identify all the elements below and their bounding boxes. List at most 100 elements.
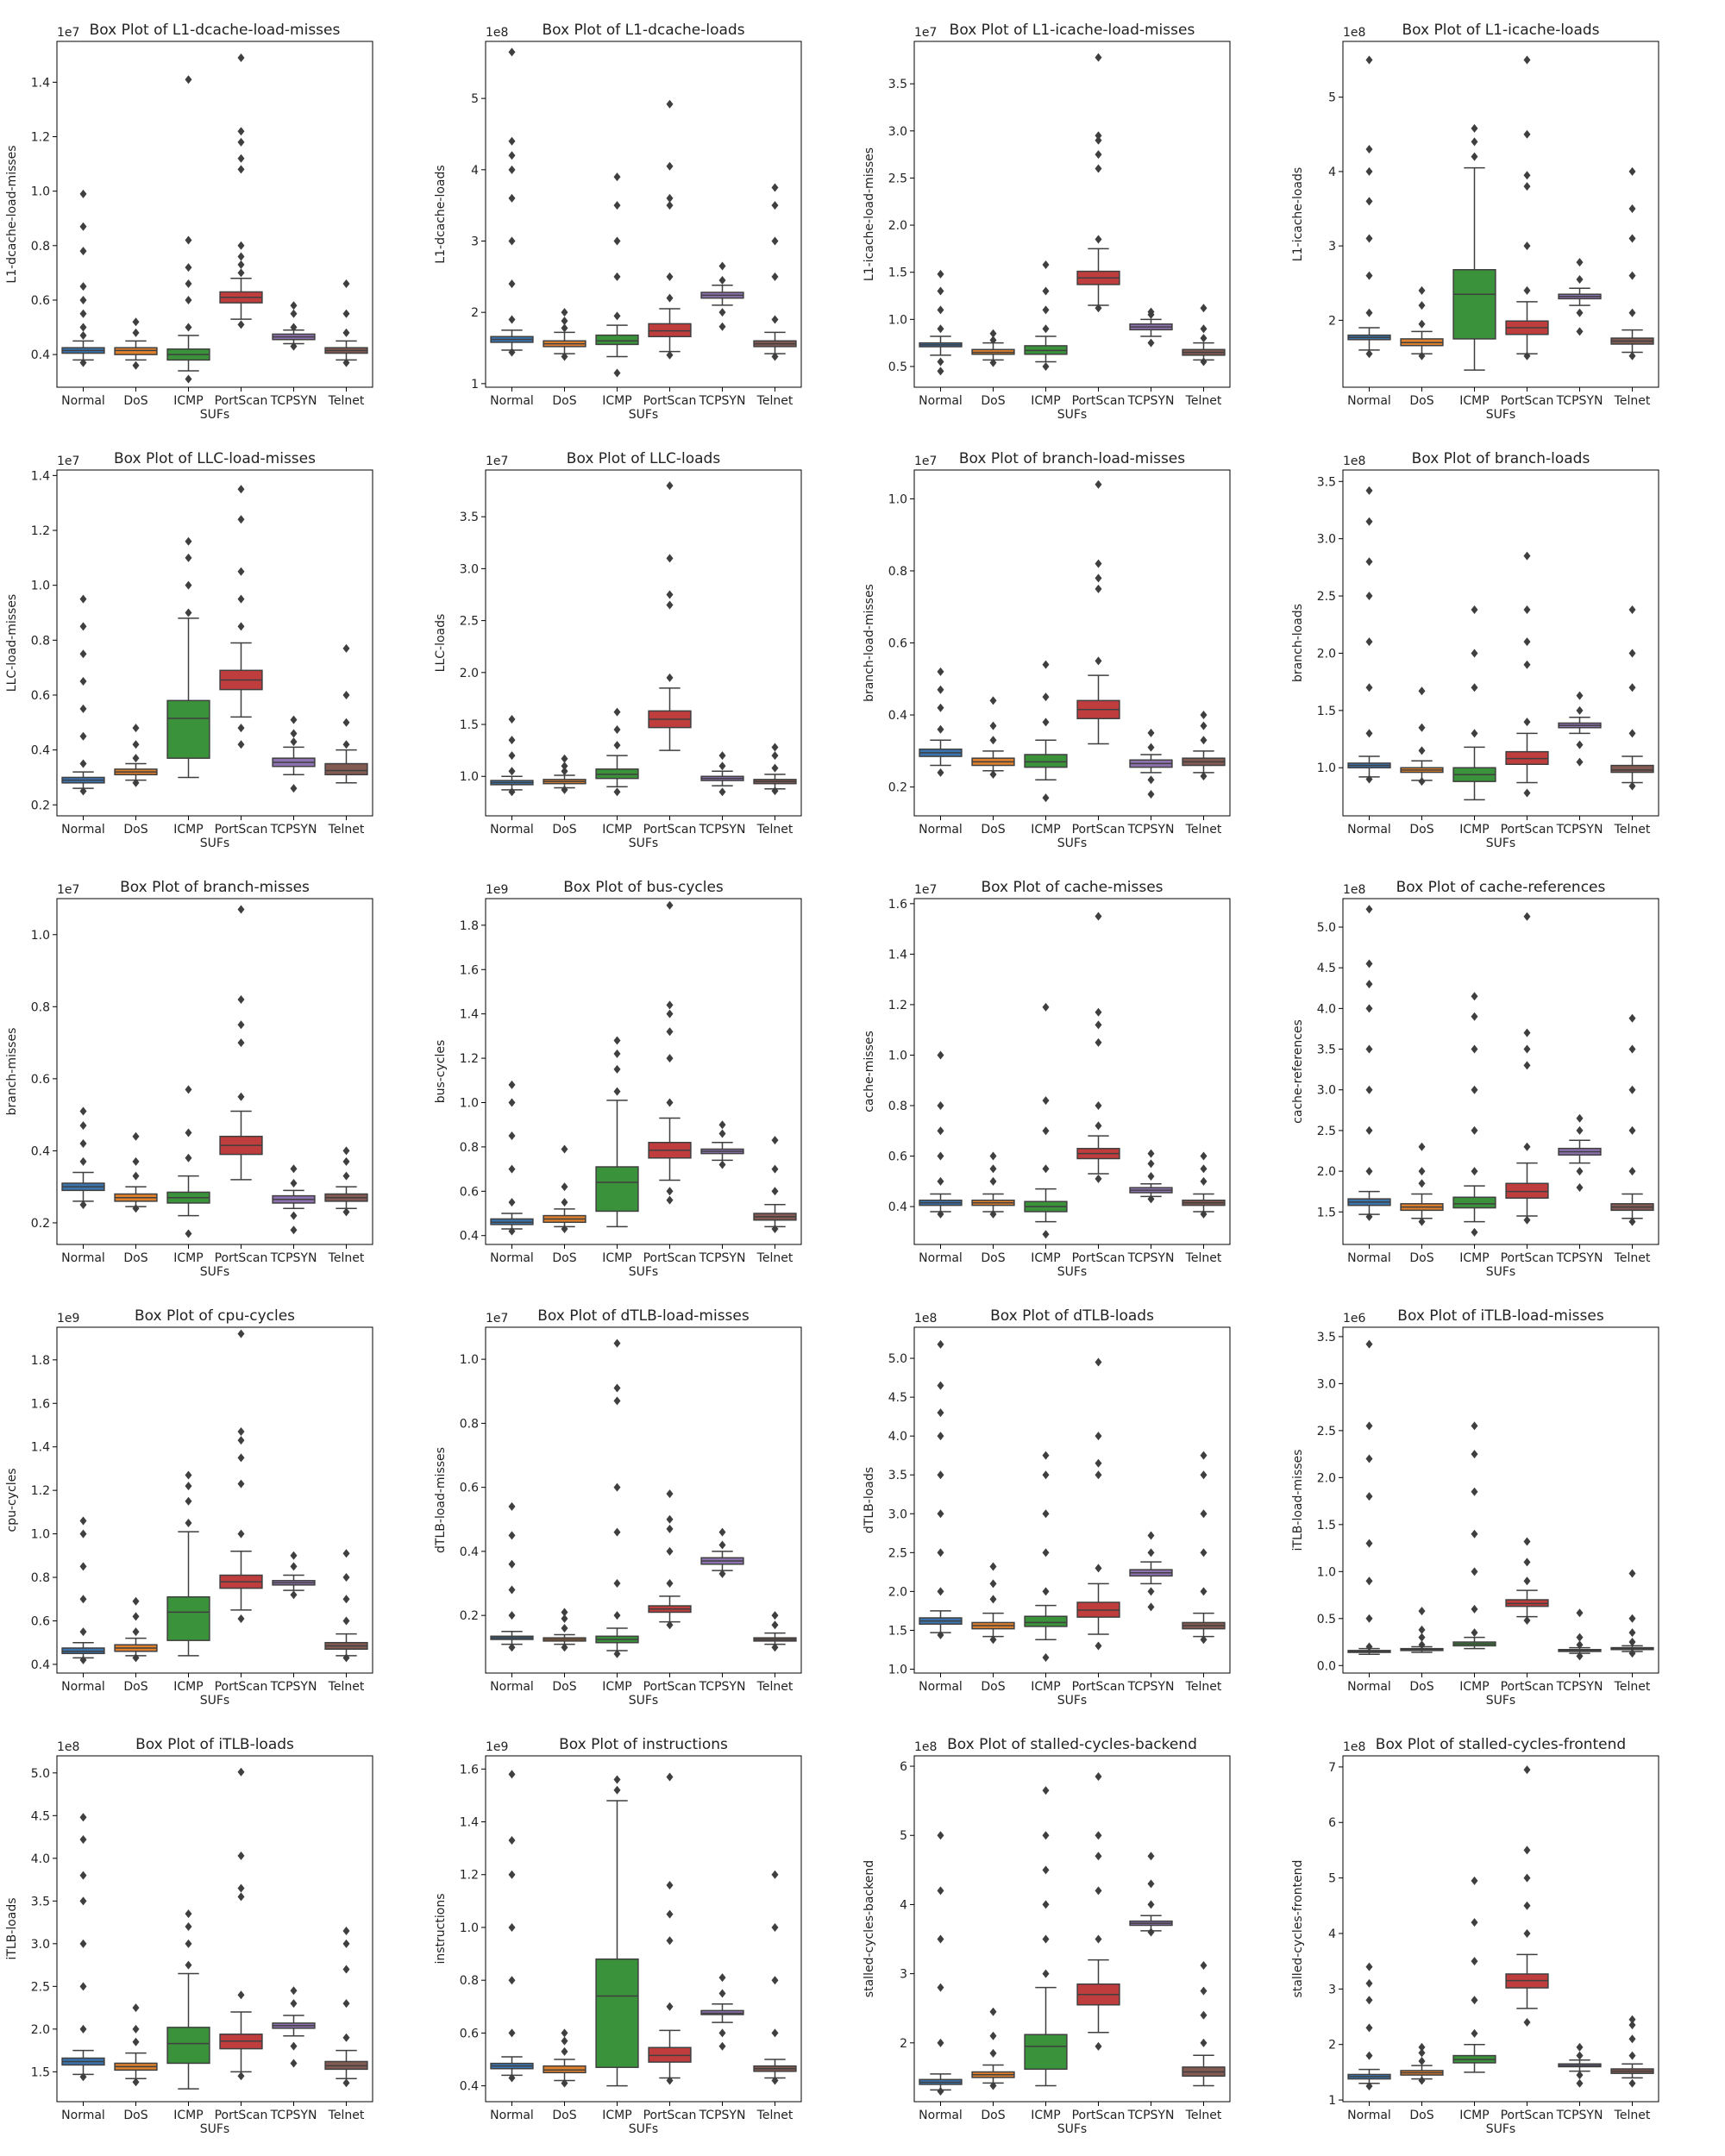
- outlier-point: [771, 1187, 779, 1196]
- outlier-point: [561, 308, 568, 317]
- box-telnet: [753, 1870, 797, 2085]
- y-tick-label: 6: [1328, 1816, 1336, 1830]
- outlier-point: [79, 1516, 87, 1526]
- outlier-point: [508, 47, 516, 57]
- x-axis-label: SUFs: [1057, 2122, 1087, 2136]
- x-tick-label: TCPSYN: [270, 394, 317, 408]
- outlier-point: [1095, 1934, 1102, 1944]
- box-telnet: [324, 643, 368, 784]
- outlier-point: [1042, 718, 1050, 727]
- outlier-point: [1471, 1996, 1478, 2005]
- x-tick-label: DoS: [552, 2109, 576, 2122]
- x-tick-label: TCPSYN: [699, 823, 746, 837]
- outlier-point: [1471, 1957, 1478, 1966]
- axis-exponent: 1e8: [914, 1740, 937, 1754]
- outlier-point: [666, 600, 674, 610]
- outlier-point: [1628, 781, 1636, 791]
- y-tick-label: 1.0: [1317, 761, 1336, 775]
- axis-exponent: 1e8: [57, 1740, 79, 1754]
- outlier-point: [342, 2078, 350, 2088]
- x-tick-label: DoS: [1409, 394, 1433, 408]
- outlier-point: [1042, 1096, 1050, 1106]
- outlier-point: [1418, 2076, 1426, 2085]
- box-telnet: [1182, 1151, 1226, 1219]
- y-tick-label: 0.4: [31, 1144, 50, 1158]
- y-tick-label: 1.4: [460, 1816, 479, 1830]
- y-tick-label: 1.0: [460, 1921, 479, 1935]
- y-tick-label: 0.2: [460, 1609, 479, 1623]
- outlier-point: [613, 1579, 621, 1589]
- subplot-title: Box Plot of stalled-cycles-backend: [947, 1736, 1197, 1753]
- outlier-point: [132, 2003, 140, 2013]
- box-normal: [919, 269, 963, 376]
- y-tick-label: 0.8: [460, 1974, 479, 1988]
- x-axis-label: SUFs: [200, 1265, 229, 1279]
- outlier-point: [613, 1396, 621, 1406]
- outlier-point: [1471, 1567, 1478, 1576]
- outlier-point: [1200, 1961, 1208, 1971]
- outlier-point: [132, 1156, 140, 1166]
- subplot: Box Plot of cache-misses 1e7 0.4 0.6 0.8 1.0 1…: [862, 879, 1231, 1279]
- outlier-point: [666, 1000, 674, 1010]
- outlier-point: [613, 1785, 621, 1795]
- outlier-point: [771, 1225, 779, 1234]
- outlier-point: [132, 754, 140, 763]
- y-tick-label: 2.0: [31, 2023, 50, 2037]
- outlier-point: [508, 2028, 516, 2038]
- y-tick-label: 0.6: [460, 2027, 479, 2040]
- y-tick-label: 1.5: [1317, 1519, 1336, 1532]
- axes-frame: [1342, 1755, 1659, 2103]
- outlier-point: [508, 1585, 516, 1595]
- outlier-point: [237, 252, 245, 261]
- outlier-point: [1365, 1642, 1373, 1651]
- outlier-point: [1471, 1628, 1478, 1638]
- outlier-point: [79, 677, 87, 686]
- outlier-point: [561, 1198, 568, 1207]
- x-tick-label: DoS: [123, 823, 147, 837]
- outlier-point: [1523, 1873, 1531, 1883]
- y-tick-label: 0.5: [1317, 1613, 1336, 1626]
- outlier-point: [508, 1976, 516, 1985]
- outlier-point: [1471, 649, 1478, 658]
- x-tick-label: Telnet: [1614, 823, 1651, 837]
- outlier-point: [1095, 1886, 1102, 1896]
- box-portscan: [1076, 479, 1120, 745]
- outlier-point: [718, 1989, 726, 1998]
- box-telnet: [1182, 711, 1226, 781]
- outlier-point: [718, 1527, 726, 1537]
- outlier-point: [1365, 2023, 1373, 2033]
- x-tick-label: Normal: [919, 2109, 963, 2122]
- outlier-point: [1147, 728, 1155, 737]
- outlier-point: [1523, 912, 1531, 921]
- axis-exponent: 1e8: [914, 1312, 937, 1326]
- x-tick-label: TCPSYN: [699, 1251, 746, 1265]
- axes-frame: [1342, 1326, 1659, 1674]
- outlier-point: [937, 1101, 944, 1111]
- x-axis-label: SUFs: [629, 408, 658, 422]
- outlier-point: [666, 1909, 674, 1919]
- outlier-point: [237, 1883, 245, 1893]
- axes-frame: [485, 898, 802, 1245]
- axes-frame: [913, 898, 1231, 1245]
- y-tick-label: 0.4: [31, 744, 50, 758]
- box-portscan: [648, 99, 692, 360]
- y-tick-label: 0.8: [888, 565, 907, 579]
- x-tick-label: DoS: [981, 823, 1005, 837]
- x-tick-label: DoS: [552, 1680, 576, 1694]
- outlier-point: [666, 1195, 674, 1205]
- x-tick-label: TCPSYN: [1127, 394, 1175, 408]
- x-tick-label: Normal: [919, 823, 963, 837]
- axis-exponent: 1e9: [57, 1312, 79, 1326]
- outlier-point: [1365, 1576, 1373, 1586]
- outlier-point: [989, 1579, 997, 1589]
- y-axis-label: dTLB-loads: [862, 1467, 876, 1533]
- y-tick-label: 1.6: [460, 1763, 479, 1777]
- outlier-point: [1095, 135, 1102, 145]
- box-normal: [61, 189, 105, 367]
- outlier-point: [937, 1548, 944, 1557]
- outlier-point: [1042, 1230, 1050, 1239]
- subplot: Box Plot of LLC-load-misses 1e7 0.2 0.4 0.6 0…: [5, 450, 373, 850]
- x-tick-label: DoS: [1409, 823, 1433, 837]
- outlier-point: [1095, 912, 1102, 921]
- outlier-point: [132, 317, 140, 327]
